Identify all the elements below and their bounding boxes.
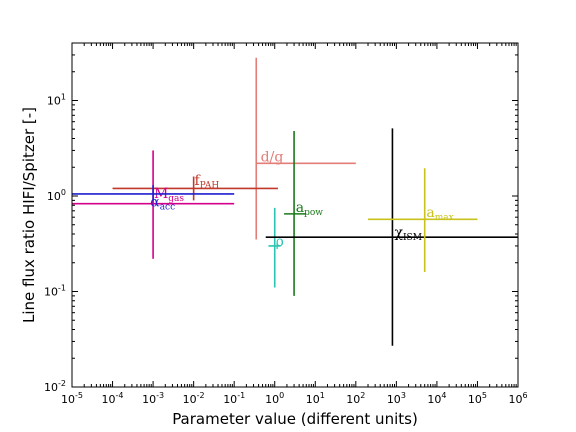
series-0-label: d/g bbox=[261, 149, 284, 165]
x-tick-label-7: 102 bbox=[346, 391, 365, 406]
series-4: ρ bbox=[268, 207, 284, 288]
series-6: χISM bbox=[265, 128, 518, 346]
series-6-label-sub: ISM bbox=[403, 233, 422, 243]
x-tick-label-0: 10-5 bbox=[61, 391, 83, 406]
x-tick-label-2: 10-3 bbox=[142, 391, 164, 406]
series-1-label: fPAH bbox=[194, 173, 219, 191]
x-tick-label-8: 103 bbox=[387, 391, 406, 406]
x-tick-label-9: 104 bbox=[427, 391, 446, 406]
x-tick-label-11: 106 bbox=[508, 391, 527, 406]
x-tick-label-10: 105 bbox=[468, 391, 487, 406]
y-axis-label: Line flux ratio HIFI/Spitzer [-] bbox=[20, 107, 38, 323]
series-1: fPAH bbox=[112, 173, 278, 201]
series-4-label: ρ bbox=[276, 234, 284, 250]
y-tick-label-0: 10-2 bbox=[44, 379, 66, 394]
series-5-label-sub: pow bbox=[304, 208, 323, 218]
y-tick-label-3: 101 bbox=[47, 92, 66, 107]
series-1-label-sub: PAH bbox=[200, 181, 220, 191]
series-3-label-sub: acc bbox=[160, 202, 175, 212]
series-7-label-sub: max bbox=[435, 213, 454, 223]
y-tick-label-2: 100 bbox=[47, 188, 66, 203]
y-tick-label-1: 10-1 bbox=[44, 283, 66, 298]
x-tick-label-6: 101 bbox=[306, 391, 325, 406]
x-axis-label: Parameter value (different units) bbox=[172, 410, 418, 428]
series-6-label: χISM bbox=[395, 225, 422, 243]
series-5-label: apow bbox=[296, 200, 324, 218]
x-tick-label-4: 10-1 bbox=[223, 391, 245, 406]
series-0: d/g bbox=[255, 57, 356, 240]
x-tick-label-1: 10-4 bbox=[102, 391, 124, 406]
series-7: amax bbox=[368, 168, 478, 273]
x-tick-label-3: 10-2 bbox=[183, 391, 205, 406]
x-tick-label-5: 100 bbox=[265, 391, 284, 406]
series-2-label-sub: gas bbox=[168, 194, 184, 204]
plot-frame bbox=[71, 42, 519, 388]
series-5: apow bbox=[284, 130, 324, 296]
series-7-label: amax bbox=[426, 205, 453, 223]
